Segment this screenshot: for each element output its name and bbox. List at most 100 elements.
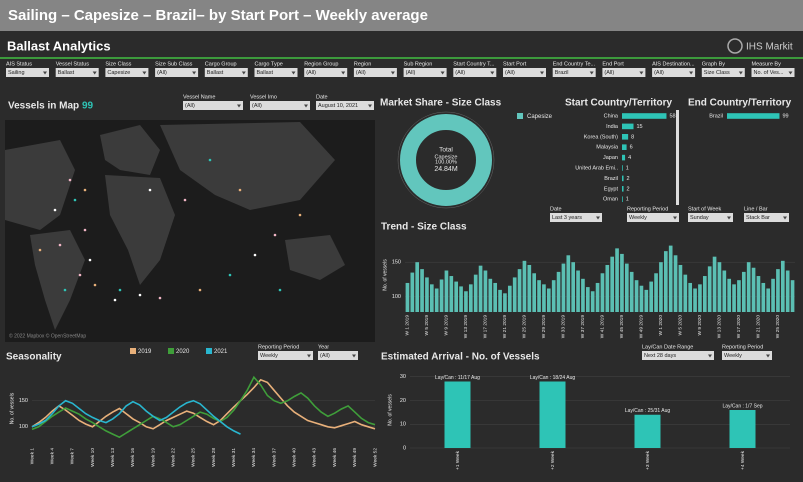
category-label: Egypt <box>604 186 619 192</box>
dropdown[interactable] <box>316 101 374 110</box>
line-series <box>31 375 376 439</box>
scrollbar[interactable] <box>676 110 679 205</box>
x-tick-label: Week 13 <box>110 448 116 467</box>
dropdown[interactable] <box>751 68 795 77</box>
bar <box>444 381 471 448</box>
dropdown-value: (All) <box>406 70 416 76</box>
dropdown-arrow <box>788 71 793 75</box>
dropdown[interactable] <box>744 213 789 222</box>
y-tick-label: 150 <box>19 398 28 404</box>
filter-label: Start Country T... <box>453 61 495 67</box>
dropdown-arrow <box>352 354 356 358</box>
dropdown[interactable] <box>453 68 497 77</box>
bar <box>678 264 683 312</box>
dropdown[interactable] <box>204 68 248 77</box>
value-label: 2 <box>627 176 630 182</box>
bar <box>507 285 512 312</box>
dropdown[interactable] <box>6 68 49 77</box>
vessel-dot <box>228 273 232 277</box>
vessel-dot <box>253 253 257 257</box>
dropdown[interactable] <box>701 68 745 77</box>
dropdown-arrow <box>368 104 372 108</box>
vessel-dot <box>273 233 277 237</box>
dropdown-arrow <box>307 354 311 358</box>
banner-title: Sailing – Capesize – Brazil– by Start Po… <box>8 7 428 24</box>
vessel-dot <box>183 198 187 202</box>
dropdown[interactable] <box>254 68 298 77</box>
bar <box>449 276 454 312</box>
dropdown-arrow <box>639 71 644 75</box>
dropdown[interactable] <box>722 351 772 360</box>
x-tick-label: W 5 2020 <box>678 315 684 336</box>
value-label: 8 <box>631 134 634 140</box>
dropdown[interactable] <box>258 351 313 360</box>
vessel-dot <box>58 243 62 247</box>
x-tick-label: +2 Week <box>550 450 556 470</box>
dropdown-value: Ballast <box>58 70 75 76</box>
dropdown-value: Sailing <box>8 70 25 76</box>
vessel-dot <box>148 188 152 192</box>
dropdown[interactable] <box>602 68 646 77</box>
bar <box>605 264 610 312</box>
dropdown-value: Size Class <box>704 70 730 76</box>
bar <box>498 289 502 312</box>
x-tick-label: Week 40 <box>292 448 298 467</box>
x-tick-label: W 29 2019 <box>541 315 547 339</box>
dropdown[interactable] <box>550 213 602 222</box>
x-tick-label: Week 1 <box>29 448 35 465</box>
bar <box>717 262 722 312</box>
dropdown[interactable] <box>155 68 199 77</box>
dropdown[interactable] <box>105 68 149 77</box>
dropdown[interactable] <box>627 213 679 222</box>
bar <box>556 271 561 312</box>
x-tick-label: W 21 2020 <box>756 315 762 339</box>
filter-label: Reporting Period <box>627 206 668 212</box>
dropdown-value: Stack Bar <box>746 215 770 221</box>
dropdown[interactable] <box>552 68 596 77</box>
vessel-dot <box>238 188 242 192</box>
x-tick-label: W 17 2020 <box>736 315 742 339</box>
dropdown[interactable] <box>353 68 397 77</box>
bar <box>688 282 693 312</box>
bar <box>493 282 498 312</box>
dropdown[interactable] <box>688 213 733 222</box>
y-tick-label: 100 <box>392 294 401 300</box>
dropdown-arrow <box>304 104 308 108</box>
filter-label: Start Port <box>503 61 527 67</box>
bar <box>776 269 780 312</box>
dropdown[interactable] <box>55 68 99 77</box>
dropdown[interactable] <box>318 351 358 360</box>
bar <box>702 276 707 312</box>
dropdown[interactable] <box>403 68 447 77</box>
dropdown[interactable] <box>642 351 714 360</box>
dropdown[interactable] <box>503 68 546 77</box>
filter-label: Region <box>354 61 371 67</box>
bar <box>707 266 712 312</box>
dropdown-value: (All) <box>320 353 330 359</box>
dropdown[interactable] <box>183 101 243 110</box>
chart-title: Start Country/Territory <box>565 98 672 109</box>
dropdown[interactable] <box>304 68 348 77</box>
category-label: India <box>606 124 619 130</box>
x-tick-label: Week 4 <box>49 448 55 465</box>
dropdown[interactable] <box>250 101 310 110</box>
dropdown-arrow <box>92 71 97 75</box>
bar <box>537 280 541 312</box>
y-tick-label: 10 <box>400 422 406 428</box>
dropdown-value: August 10, 2021 <box>318 103 358 109</box>
bar <box>668 245 673 312</box>
bar <box>488 278 493 312</box>
map-attribution: © 2022 Mapbox © OpenStreetMap <box>9 332 86 339</box>
bar <box>439 279 444 312</box>
dropdown[interactable] <box>652 68 696 77</box>
logo: IHS Markit <box>746 42 793 53</box>
bar <box>785 270 790 312</box>
x-tick-label: Week 46 <box>332 448 338 467</box>
dropdown-value: Last 3 years <box>552 215 582 221</box>
bar <box>624 263 629 312</box>
x-tick-label: W 1 2020 <box>658 315 664 336</box>
dropdown-value: (All) <box>356 70 366 76</box>
y-tick-label: 30 <box>400 374 406 380</box>
bar <box>576 270 580 312</box>
